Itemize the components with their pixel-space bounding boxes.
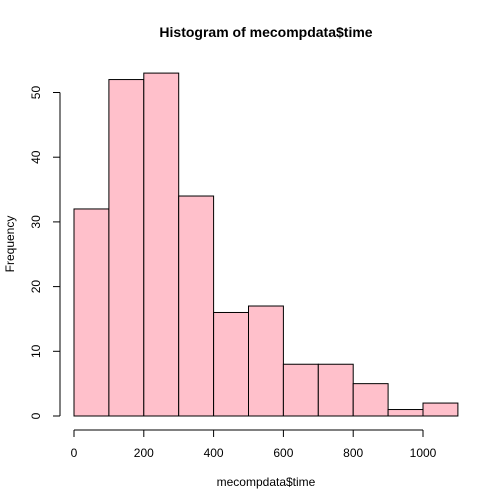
bar-8 xyxy=(317,363,354,417)
bar-5 xyxy=(213,311,250,417)
y-tick-label-10: 10 xyxy=(29,344,43,358)
bar-2 xyxy=(108,79,145,417)
y-axis-label: Frequency xyxy=(3,216,17,273)
y-tick-label-0: 0 xyxy=(29,412,43,419)
y-tick-label-50: 50 xyxy=(29,86,43,100)
x-axis: 0 200 400 600 800 1000 xyxy=(71,429,437,460)
bars-group xyxy=(73,72,459,417)
y-tick-label-20: 20 xyxy=(29,280,43,294)
x-axis-label: mecompdata$time xyxy=(217,475,316,489)
x-tick-label-200: 200 xyxy=(134,446,154,460)
bar-11 xyxy=(422,402,459,417)
y-axis: 0 10 20 30 40 50 xyxy=(29,86,61,419)
bar-10 xyxy=(387,409,424,417)
y-tick-label-30: 30 xyxy=(29,215,43,229)
x-tick-label-600: 600 xyxy=(273,446,293,460)
bar-7 xyxy=(282,363,319,417)
x-tick-label-800: 800 xyxy=(343,446,363,460)
y-tick-label-40: 40 xyxy=(29,150,43,164)
bar-3 xyxy=(143,72,180,417)
x-tick-label-0: 0 xyxy=(71,446,78,460)
chart-title: Histogram of mecompdata$time xyxy=(159,24,372,40)
bar-6 xyxy=(248,305,284,417)
x-tick-label-1000: 1000 xyxy=(410,446,437,460)
bar-4 xyxy=(178,195,215,417)
x-tick-label-400: 400 xyxy=(204,446,224,460)
bar-9 xyxy=(352,383,389,417)
bar-1 xyxy=(73,208,110,417)
